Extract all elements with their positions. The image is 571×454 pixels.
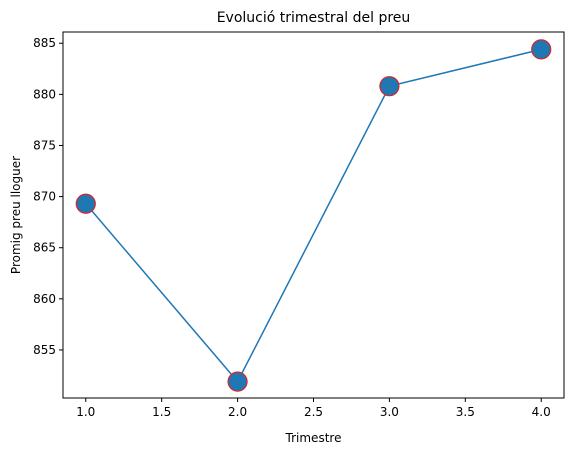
- data-point: [379, 76, 400, 97]
- y-tick-label: 855: [33, 343, 56, 357]
- x-tick-label: 1.5: [152, 405, 171, 419]
- data-point: [531, 39, 552, 60]
- x-tick-label: 3.0: [380, 405, 399, 419]
- x-tick-label: 3.5: [456, 405, 475, 419]
- x-tick-label: 2.5: [304, 405, 323, 419]
- x-tick-label: 2.0: [228, 405, 247, 419]
- y-tick-label: 880: [33, 87, 56, 101]
- plot-area: [63, 32, 564, 398]
- y-axis: 855 860 865 870 875 880 885: [33, 36, 63, 357]
- x-axis-title: Trimestre: [285, 431, 342, 445]
- x-axis: 1.0 1.5 2.0 2.5 3.0 3.5 4.0: [76, 398, 551, 419]
- chart-title: Evolució trimestral del preu: [217, 10, 411, 26]
- y-tick-label: 885: [33, 36, 56, 50]
- y-tick-label: 860: [33, 292, 56, 306]
- plot-frame: [62, 31, 565, 399]
- series-line: [85, 48, 542, 383]
- data-point: [227, 371, 248, 392]
- y-tick-label: 870: [33, 190, 56, 204]
- y-axis-title: Promig preu lloguer: [9, 156, 23, 274]
- y-tick-label: 865: [33, 241, 56, 255]
- series-line-group: [75, 39, 552, 392]
- data-point: [75, 193, 96, 214]
- y-tick-label: 875: [33, 138, 56, 152]
- x-tick-label: 1.0: [76, 405, 95, 419]
- x-tick-label: 4.0: [532, 405, 551, 419]
